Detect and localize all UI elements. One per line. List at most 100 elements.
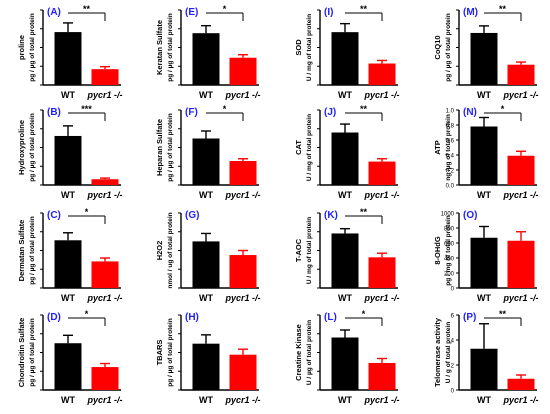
bar-wt — [54, 240, 82, 288]
x-tick-label: WT — [477, 293, 491, 303]
significance-label: ** — [360, 207, 368, 217]
y-tick-label: 2 — [451, 364, 455, 370]
y-axis-label: CAT — [294, 140, 303, 155]
significance-label: * — [223, 104, 227, 114]
y-axis-unit-label: pg / µg of total protein — [445, 13, 452, 81]
y-axis-label: H2O2 — [155, 241, 164, 261]
y-axis-unit-label: ng /µg of total protein — [445, 114, 452, 181]
y-tick-label: 0.4 — [446, 154, 455, 160]
panel-letter: (D) — [47, 312, 61, 323]
y-tick-label: 6 — [451, 314, 455, 320]
significance-label: * — [362, 309, 366, 319]
y-axis-unit-label: U / mg of total protein — [306, 217, 313, 284]
panel-letter: (O) — [463, 210, 477, 221]
panel-letter: (L) — [324, 312, 337, 323]
bar-pycr1 — [229, 57, 257, 85]
x-tick-label: pycr1 -/- — [363, 90, 399, 100]
x-tick-label: pycr1 -/- — [363, 395, 399, 405]
bar-pycr1 — [91, 179, 119, 185]
x-tick-label: pycr1 -/- — [502, 293, 538, 303]
y-tick-label: 0.8 — [446, 124, 455, 130]
y-axis-label: TBARS — [155, 340, 164, 366]
y-axis-label: Dermatan Sulfate — [17, 220, 26, 282]
panel-letter: (A) — [47, 7, 61, 18]
x-tick-label: WT — [61, 395, 75, 405]
significance-label: * — [85, 309, 89, 319]
y-axis-unit-label: U / mg of total protein — [306, 114, 313, 181]
x-tick-label: WT — [338, 395, 352, 405]
bar-pycr1 — [91, 69, 119, 85]
bar-pycr1 — [229, 255, 257, 288]
bar-wt — [331, 337, 359, 390]
significance-label: ** — [499, 4, 507, 14]
y-axis-label: Telomerase activity — [433, 317, 442, 387]
x-tick-label: WT — [199, 293, 213, 303]
x-tick-label: WT — [61, 90, 75, 100]
y-axis-label: ATP — [433, 140, 442, 154]
x-tick-label: pycr1 -/- — [224, 293, 260, 303]
panel-letter: (K) — [324, 210, 338, 221]
panel-letter: (P) — [463, 312, 476, 323]
y-tick-label: 0 — [451, 389, 455, 395]
panel-letter: (B) — [47, 107, 61, 118]
y-axis-label: Chondroitin Sulfate — [17, 318, 26, 388]
y-axis-unit-label: pg / µg of total protein — [29, 113, 36, 181]
bar-pycr1 — [368, 257, 396, 288]
x-tick-label: pycr1 -/- — [224, 190, 260, 200]
x-tick-label: pycr1 -/- — [502, 190, 538, 200]
x-tick-label: pycr1 -/- — [86, 395, 122, 405]
panel-letter: (C) — [47, 210, 61, 221]
significance-label: ** — [360, 104, 368, 114]
y-tick-label: 200 — [444, 272, 455, 278]
y-axis-unit-label: pg / µg of total protein — [29, 318, 36, 386]
y-tick-label: 0.6 — [446, 139, 455, 145]
significance-label: * — [85, 207, 89, 217]
y-axis-unit-label: pg / µg of total protein — [167, 13, 174, 81]
y-axis-label: Hydroxyproline — [17, 120, 26, 175]
panel-letter: (H) — [185, 312, 199, 323]
bar-wt — [331, 233, 359, 288]
bar-wt — [54, 32, 82, 85]
bar-pycr1 — [368, 161, 396, 185]
bar-wt — [192, 343, 220, 390]
y-axis-unit-label: U / g of total protein — [445, 322, 452, 383]
y-axis-label: Creatine Kinase — [294, 324, 303, 381]
bar-wt — [470, 32, 498, 85]
significance-label: ** — [360, 4, 368, 14]
bar-pycr1 — [91, 261, 119, 288]
y-axis-unit-label: U / mg of total protein — [306, 14, 313, 81]
bar-wt — [470, 126, 498, 185]
bar-wt — [54, 343, 82, 390]
bar-wt — [470, 348, 498, 390]
x-tick-label: pycr1 -/- — [363, 293, 399, 303]
significance-label: ** — [83, 4, 91, 14]
bar-wt — [192, 33, 220, 85]
y-axis-unit-label: pg / µg of total protein — [167, 318, 174, 386]
panel-letter: (M) — [463, 7, 478, 18]
y-axis-label: SOD — [294, 39, 303, 56]
y-axis-unit-label: pg / µg of total protein — [29, 216, 36, 284]
y-tick-label: 1.0 — [446, 109, 455, 115]
bar-wt — [192, 241, 220, 288]
x-tick-label: WT — [61, 190, 75, 200]
y-axis-label: CoQ10 — [433, 35, 442, 59]
y-tick-label: 0.2 — [446, 169, 455, 175]
y-axis-label: Heparan Sulfate — [155, 119, 164, 176]
x-tick-label: pycr1 -/- — [224, 395, 260, 405]
y-tick-label: 4 — [451, 339, 455, 345]
significance-label: * — [223, 4, 227, 14]
bar-pycr1 — [507, 64, 535, 85]
y-tick-label: 0.0 — [446, 184, 455, 190]
x-tick-label: WT — [338, 293, 352, 303]
panel-letter: (F) — [185, 107, 198, 118]
x-tick-label: WT — [199, 90, 213, 100]
bar-wt — [192, 138, 220, 185]
y-tick-label: 0 — [451, 287, 455, 293]
x-tick-label: WT — [199, 190, 213, 200]
x-tick-label: pycr1 -/- — [502, 90, 538, 100]
x-tick-label: pycr1 -/- — [502, 395, 538, 405]
y-axis-unit-label: pg / µg of total protein — [167, 113, 174, 181]
x-tick-label: WT — [338, 90, 352, 100]
x-tick-label: pycr1 -/- — [363, 190, 399, 200]
